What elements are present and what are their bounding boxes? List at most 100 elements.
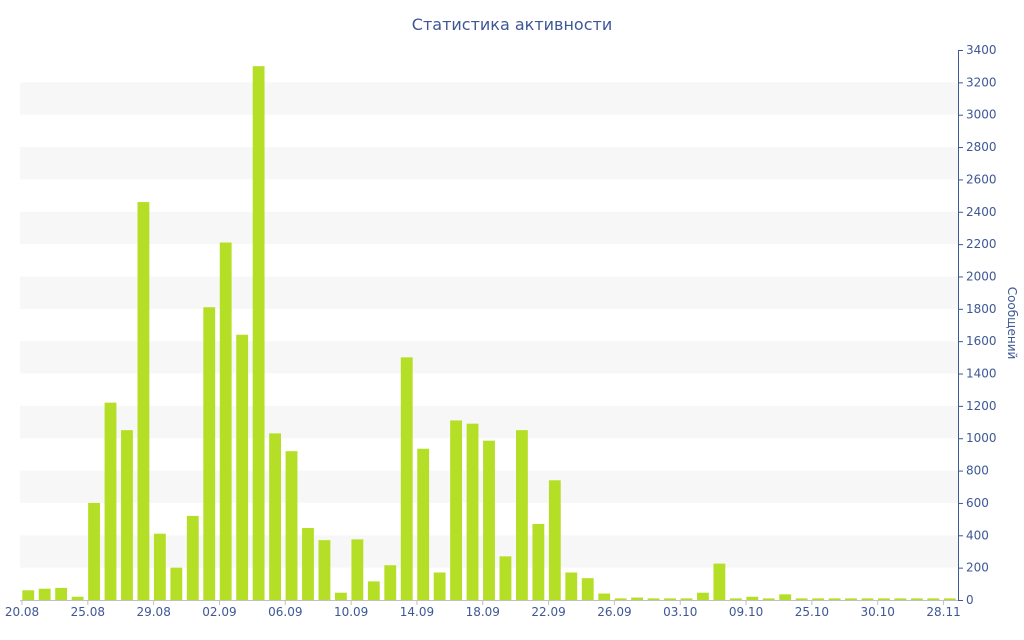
bar: [779, 594, 792, 600]
grid-band: [20, 276, 958, 309]
y-tick-label: 200: [966, 561, 989, 575]
grid-band: [20, 147, 958, 180]
bar: [515, 430, 528, 600]
chart-title: Статистика активности: [411, 15, 613, 34]
bar: [795, 598, 808, 600]
bar: [598, 593, 611, 600]
bar: [532, 523, 545, 600]
bar: [186, 515, 199, 600]
bar: [170, 567, 183, 600]
y-tick-label: 0: [966, 593, 974, 607]
x-tick-label: 14.09: [400, 605, 434, 619]
bar: [466, 423, 479, 600]
bar: [121, 430, 133, 600]
bar: [878, 598, 890, 600]
bar: [483, 440, 495, 600]
y-axis-label: Сообщений: [1005, 287, 1019, 360]
x-tick-label: 26.09: [597, 605, 631, 619]
bar: [252, 66, 265, 601]
bar: [88, 502, 100, 600]
y-tick-label: 1000: [966, 431, 997, 445]
bar: [614, 598, 627, 600]
bar: [746, 596, 759, 600]
bar: [334, 592, 347, 600]
x-tick-label: 30.10: [861, 605, 895, 619]
grid-band: [20, 211, 958, 245]
y-tick-label: 3400: [966, 43, 997, 57]
y-tick-label: 2400: [966, 205, 997, 219]
bar: [697, 592, 709, 600]
bar: [219, 242, 232, 600]
y-tick-label: 1400: [966, 367, 997, 381]
x-tick-label: 25.08: [71, 605, 105, 619]
y-tick-label: 600: [966, 496, 989, 510]
bar: [861, 598, 874, 600]
bar: [894, 598, 907, 600]
bar: [581, 578, 594, 600]
bar: [943, 598, 956, 600]
bar: [236, 334, 249, 600]
bar: [565, 572, 578, 600]
bar: [713, 563, 726, 600]
grid-bands: [20, 82, 958, 568]
bar: [812, 598, 825, 600]
y-tick-label: 1800: [966, 302, 997, 316]
bar: [351, 539, 364, 600]
bar: [55, 587, 68, 600]
x-tick-label: 25.10: [795, 605, 829, 619]
x-axis-ticks: 20.08 25.08 29.08 02.09 06.09 10.09 14.09 18.09…: [5, 600, 961, 619]
bar: [664, 598, 676, 600]
bar: [400, 357, 413, 600]
grid-band: [20, 405, 958, 439]
x-tick-label: 29.08: [136, 605, 170, 619]
x-tick-label: 03.10: [663, 605, 697, 619]
x-tick-label: 22.09: [531, 605, 565, 619]
bar: [22, 590, 35, 600]
bar: [203, 307, 216, 600]
x-tick-label: 28.11: [926, 605, 960, 619]
y-tick-label: 2600: [966, 172, 997, 186]
x-tick-label: 02.09: [202, 605, 236, 619]
grid-band: [20, 341, 958, 374]
bar: [384, 565, 397, 600]
bar: [548, 480, 561, 600]
bar: [104, 402, 117, 600]
bar: [450, 420, 463, 600]
y-tick-label: 400: [966, 528, 989, 542]
y-tick-label: 1200: [966, 399, 997, 413]
bar: [71, 596, 84, 600]
bar: [38, 588, 51, 600]
y-tick-label: 800: [966, 464, 989, 478]
y-tick-label: 3200: [966, 75, 997, 89]
bar: [680, 598, 693, 600]
bar: [910, 598, 923, 600]
bars: [22, 66, 956, 601]
bar: [285, 451, 298, 600]
x-tick-label: 09.10: [729, 605, 763, 619]
bar: [302, 528, 314, 600]
bar: [729, 598, 742, 600]
y-tick-label: 2200: [966, 237, 997, 251]
bar: [137, 202, 150, 600]
bar: [927, 598, 940, 600]
bar: [367, 581, 380, 600]
y-tick-label: 2800: [966, 140, 997, 154]
x-tick-label: 06.09: [268, 605, 302, 619]
x-tick-label: 20.08: [5, 605, 39, 619]
bar: [762, 598, 775, 600]
bar: [845, 598, 857, 600]
grid-band: [20, 82, 958, 115]
bar: [153, 533, 166, 600]
y-axis-ticks: 0 200 400 600 800 1000 1200 1400 1600 1800 2000 220…: [958, 43, 997, 607]
y-tick-label: 1600: [966, 334, 997, 348]
bar: [269, 433, 281, 600]
bar: [499, 556, 512, 600]
x-tick-label: 10.09: [334, 605, 368, 619]
bar: [417, 448, 430, 600]
bar: [318, 540, 331, 600]
bar: [647, 598, 660, 600]
x-tick-label: 18.09: [466, 605, 500, 619]
y-tick-label: 3000: [966, 108, 997, 122]
y-tick-label: 2000: [966, 269, 997, 283]
